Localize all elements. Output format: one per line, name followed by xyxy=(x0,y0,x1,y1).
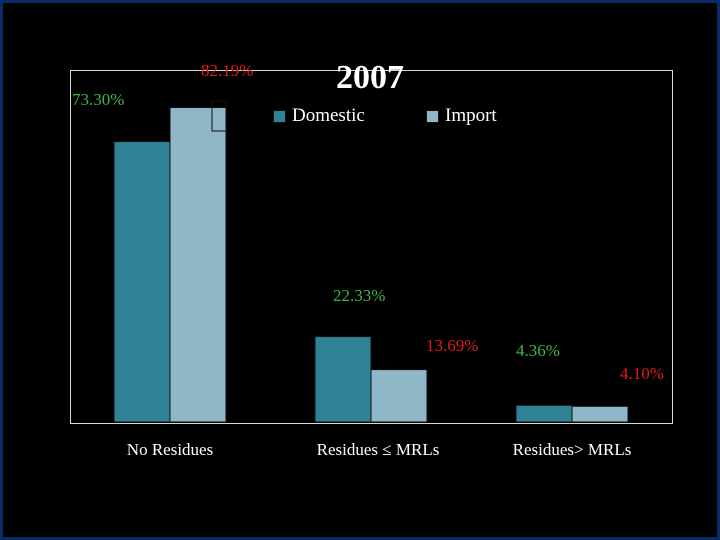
legend-import-swatch xyxy=(426,109,439,123)
data-label-import-no-residues: 82.19% xyxy=(201,61,254,80)
data-label-domestic-residues-under-mrl: 22.33% xyxy=(333,286,386,305)
legend-import-label: Import xyxy=(445,105,497,126)
legend-overlap-notch xyxy=(211,100,227,132)
plot-area xyxy=(70,70,673,424)
data-label-import-residues-over-mrl: 4.10% xyxy=(620,364,664,383)
bar-domestic-residues-over-mrl xyxy=(515,404,573,423)
chart-canvas xyxy=(113,100,629,423)
bar-import-residues-over-mrl xyxy=(571,405,629,423)
x-tick-label-residues-under-mrl: Residues ≤ MRLs xyxy=(316,440,440,459)
bar-domestic-no-residues xyxy=(113,141,171,423)
bar-import-residues-under-mrl xyxy=(370,369,428,423)
data-label-import-residues-under-mrl: 13.69% xyxy=(426,336,479,355)
data-label-domestic-no-residues: 73.30% xyxy=(72,90,125,109)
legend-import: Import xyxy=(426,105,497,127)
chart-title: 2007 xyxy=(336,59,404,96)
legend-domestic-label: Domestic xyxy=(292,105,365,126)
x-tick-label-residues-over-mrl: Residues> MRLs xyxy=(512,440,632,459)
legend-domestic: Domestic xyxy=(273,105,365,127)
data-label-domestic-residues-over-mrl: 4.36% xyxy=(516,341,560,360)
bar-domestic-residues-under-mrl xyxy=(314,336,372,423)
legend-domestic-swatch xyxy=(273,109,286,123)
x-tick-label-no-residues: No Residues xyxy=(126,440,214,459)
bar-import-no-residues xyxy=(169,107,227,423)
